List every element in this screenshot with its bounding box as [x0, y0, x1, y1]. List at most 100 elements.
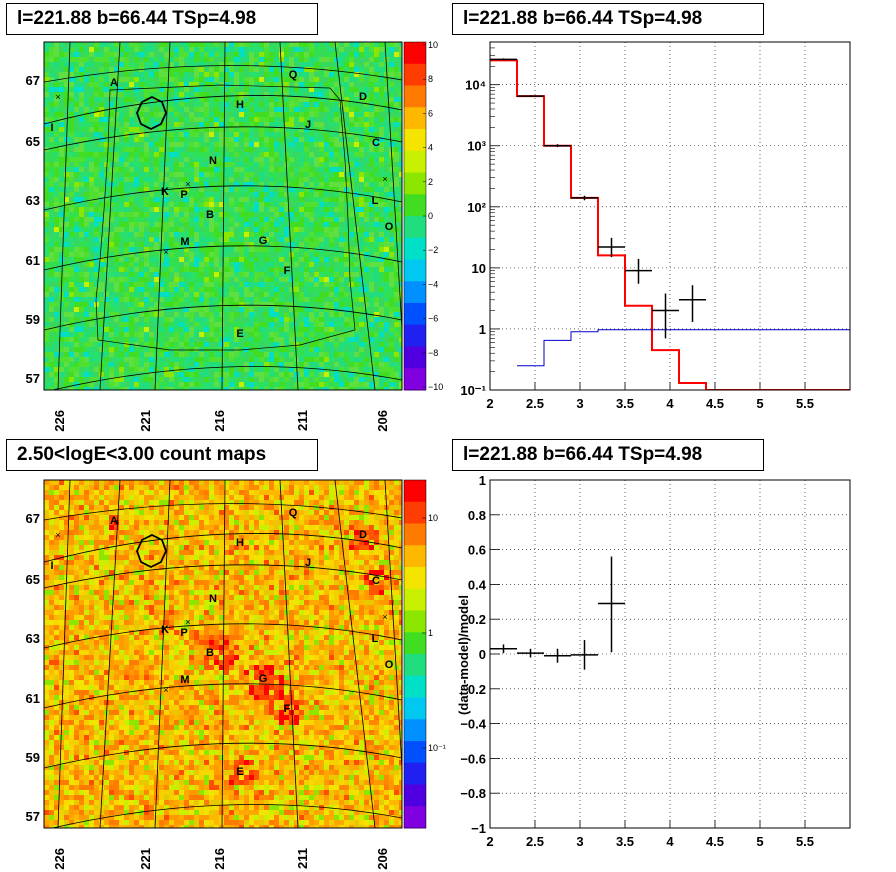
tl-pixel [244, 52, 249, 57]
tl-pixel [259, 97, 264, 102]
tl-pixel [139, 257, 144, 262]
tl-pixel [374, 77, 379, 82]
tl-pixel [79, 102, 84, 107]
tl-pixel [324, 102, 329, 107]
tl-pixel [284, 377, 289, 382]
tl-pixel [394, 107, 399, 112]
tl-pixel [154, 167, 159, 172]
tl-pixel [359, 367, 364, 372]
tl-pixel [119, 272, 124, 277]
tl-pixel [334, 92, 339, 97]
tl-pixel [94, 352, 99, 357]
tl-pixel [114, 382, 119, 387]
tl-pixel [274, 47, 279, 52]
tl-pixel [69, 262, 74, 267]
tl-pixel [349, 267, 354, 272]
tl-pixel [274, 112, 279, 117]
tl-pixel [149, 282, 154, 287]
tl-pixel [319, 122, 324, 127]
tl-pixel [134, 322, 139, 327]
tl-pixel [184, 177, 189, 182]
tl-pixel [384, 357, 389, 362]
tl-pixel [84, 177, 89, 182]
tl-pixel [229, 237, 234, 242]
tl-pixel [144, 102, 149, 107]
tl-pixel [314, 42, 319, 47]
tl-pixel [59, 212, 64, 217]
tl-pixel [374, 142, 379, 147]
tl-pixel [274, 147, 279, 152]
tl-pixel [169, 102, 174, 107]
tl-pixel [369, 207, 374, 212]
tl-pixel [69, 362, 74, 367]
tl-pixel [169, 57, 174, 62]
tl-pixel [239, 157, 244, 162]
tl-pixel [209, 117, 214, 122]
tl-pixel [279, 132, 284, 137]
tl-pixel [314, 362, 319, 367]
tl-pixel [59, 92, 64, 97]
tl-pixel [264, 237, 269, 242]
tl-pixel [239, 382, 244, 387]
tl-pixel [399, 142, 402, 147]
tl-pixel [239, 102, 244, 107]
tl-pixel [219, 282, 224, 287]
tl-pixel [104, 367, 109, 372]
tl-pixel [134, 297, 139, 302]
tl-pixel [284, 282, 289, 287]
tl-pixel [54, 377, 59, 382]
tl-pixel [109, 127, 114, 132]
tl-pixel [219, 342, 224, 347]
tl-pixel [224, 197, 229, 202]
tl-pixel [159, 167, 164, 172]
tl-pixel [289, 177, 294, 182]
tl-pixel [244, 72, 249, 77]
tl-pixel [249, 317, 254, 322]
tl-pixel [309, 277, 314, 282]
tl-pixel [54, 262, 59, 267]
tl-pixel [159, 327, 164, 332]
tl-pixel [224, 287, 229, 292]
tl-pixel [254, 157, 259, 162]
tl-pixel [279, 207, 284, 212]
tl-pixel [344, 47, 349, 52]
tl-pixel [89, 167, 94, 172]
tl-pixel [199, 362, 204, 367]
tl-pixel [139, 47, 144, 52]
tl-pixel [69, 377, 74, 382]
tl-pixel [164, 97, 169, 102]
tl-pixel [89, 107, 94, 112]
tl-pixel [59, 262, 64, 267]
tl-pixel [169, 222, 174, 227]
tl-pixel [299, 42, 304, 47]
tl-pixel [389, 187, 394, 192]
tl-pixel [224, 187, 229, 192]
tl-pixel [254, 102, 259, 107]
tl-pixel [74, 247, 79, 252]
tl-pixel [169, 212, 174, 217]
tl-pixel [134, 347, 139, 352]
tl-pixel [314, 367, 319, 372]
tl-pixel [279, 142, 284, 147]
tl-pixel [169, 82, 174, 87]
tl-pixel [254, 382, 259, 387]
tl-pixel [314, 292, 319, 297]
tl-pixel [384, 317, 389, 322]
tl-pixel [249, 262, 254, 267]
tl-pixel [329, 312, 334, 317]
tl-pixel [149, 252, 154, 257]
tl-pixel [259, 47, 264, 52]
tl-pixel [314, 272, 319, 277]
tl-pixel [84, 192, 89, 197]
tl-pixel [269, 187, 274, 192]
tl-pixel [244, 272, 249, 277]
tl-pixel [139, 232, 144, 237]
tl-pixel [299, 262, 304, 267]
tl-pixel [349, 187, 354, 192]
tl-pixel [234, 107, 239, 112]
tl-pixel [214, 377, 219, 382]
tl-pixel [369, 347, 374, 352]
tl-pixel [319, 192, 324, 197]
tl-pixel [284, 297, 289, 302]
tl-pixel [379, 57, 384, 62]
